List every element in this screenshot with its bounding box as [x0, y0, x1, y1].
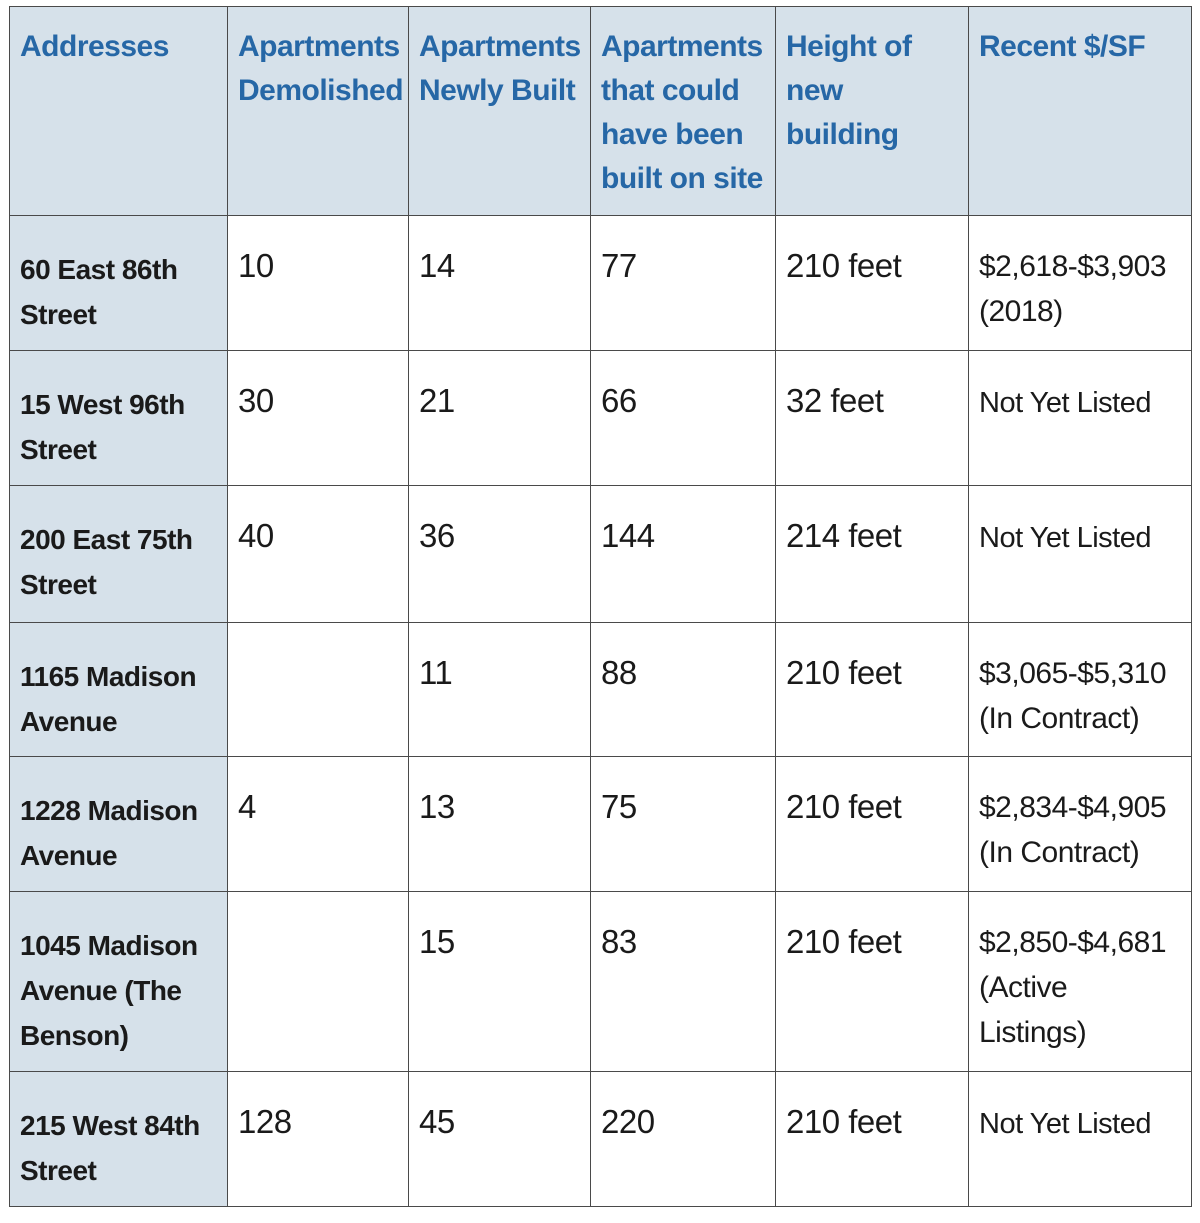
address-cell: 200 East 75th Street — [9, 485, 228, 623]
price-note: (Active Listings) — [979, 971, 1087, 1049]
address-cell: 15 West 96th Street — [9, 350, 228, 486]
demolished-cell: 10 — [227, 215, 409, 351]
price-note: (In Contract) — [979, 702, 1140, 735]
demolished-cell: 4 — [227, 756, 409, 892]
header-recent-price-per-sf: Recent $/SF — [968, 6, 1192, 216]
newly-built-cell: 15 — [408, 891, 591, 1072]
header-apartments-newly-built: Apartments Newly Built — [408, 6, 591, 216]
price-range: $2,850-$4,681 — [979, 926, 1167, 959]
table-row: 1045 Madison Avenue (The Benson) 15 83 2… — [9, 891, 1192, 1072]
could-build-cell: 66 — [590, 350, 776, 486]
table-row: 60 East 86th Street 10 14 77 210 feet $2… — [9, 215, 1192, 351]
address-cell: 1228 Madison Avenue — [9, 756, 228, 892]
newly-built-cell: 11 — [408, 622, 591, 757]
height-cell: 210 feet — [775, 756, 969, 892]
demolished-cell: 40 — [227, 485, 409, 623]
price-note: (In Contract) — [979, 836, 1140, 869]
price-range: $2,834-$4,905 — [979, 791, 1167, 824]
address-cell: 1165 Madison Avenue — [9, 622, 228, 757]
table-row: 1228 Madison Avenue 4 13 75 210 feet $2,… — [9, 756, 1192, 892]
price-range: Not Yet Listed — [979, 387, 1151, 419]
could-build-cell: 144 — [590, 485, 776, 623]
header-addresses: Addresses — [9, 6, 228, 216]
table-row: 15 West 96th Street 30 21 66 32 feet Not… — [9, 350, 1192, 486]
price-cell: $2,850-$4,681 (Active Listings) — [968, 891, 1192, 1072]
price-cell: Not Yet Listed — [968, 485, 1192, 623]
price-cell: Not Yet Listed — [968, 1071, 1192, 1207]
price-range: Not Yet Listed — [979, 1108, 1151, 1140]
price-cell: $2,834-$4,905 (In Contract) — [968, 756, 1192, 892]
table-row: 215 West 84th Street 128 45 220 210 feet… — [9, 1071, 1192, 1207]
price-range: $3,065-$5,310 — [979, 657, 1167, 690]
price-cell: Not Yet Listed — [968, 350, 1192, 486]
header-apartments-could-have-been-built: Apartments that could have been built on… — [590, 6, 776, 216]
header-apartments-demolished: Apartments Demolished — [227, 6, 409, 216]
newly-built-cell: 45 — [408, 1071, 591, 1207]
could-build-cell: 77 — [590, 215, 776, 351]
could-build-cell: 88 — [590, 622, 776, 757]
newly-built-cell: 13 — [408, 756, 591, 892]
header-height-of-new-building: Height of new building — [775, 6, 969, 216]
could-build-cell: 220 — [590, 1071, 776, 1207]
header-row: Addresses Apartments Demolished Apartmen… — [9, 6, 1192, 216]
price-cell: $3,065-$5,310 (In Contract) — [968, 622, 1192, 757]
table-row: 1165 Madison Avenue 11 88 210 feet $3,06… — [9, 622, 1192, 757]
price-range: Not Yet Listed — [979, 522, 1151, 554]
height-cell: 210 feet — [775, 215, 969, 351]
demolished-cell — [227, 622, 409, 757]
demolished-cell: 30 — [227, 350, 409, 486]
table-row: 200 East 75th Street 40 36 144 214 feet … — [9, 485, 1192, 623]
could-build-cell: 83 — [590, 891, 776, 1072]
address-cell: 215 West 84th Street — [9, 1071, 228, 1207]
newly-built-cell: 36 — [408, 485, 591, 623]
could-build-cell: 75 — [590, 756, 776, 892]
newly-built-cell: 21 — [408, 350, 591, 486]
height-cell: 32 feet — [775, 350, 969, 486]
price-range: $2,618-$3,903 — [979, 250, 1167, 283]
apartments-table: Addresses Apartments Demolished Apartmen… — [9, 6, 1192, 1207]
newly-built-cell: 14 — [408, 215, 591, 351]
price-note: (2018) — [979, 295, 1063, 328]
height-cell: 214 feet — [775, 485, 969, 623]
height-cell: 210 feet — [775, 891, 969, 1072]
height-cell: 210 feet — [775, 622, 969, 757]
price-cell: $2,618-$3,903 (2018) — [968, 215, 1192, 351]
address-cell: 1045 Madison Avenue (The Benson) — [9, 891, 228, 1072]
demolished-cell — [227, 891, 409, 1072]
address-cell: 60 East 86th Street — [9, 215, 228, 351]
height-cell: 210 feet — [775, 1071, 969, 1207]
demolished-cell: 128 — [227, 1071, 409, 1207]
